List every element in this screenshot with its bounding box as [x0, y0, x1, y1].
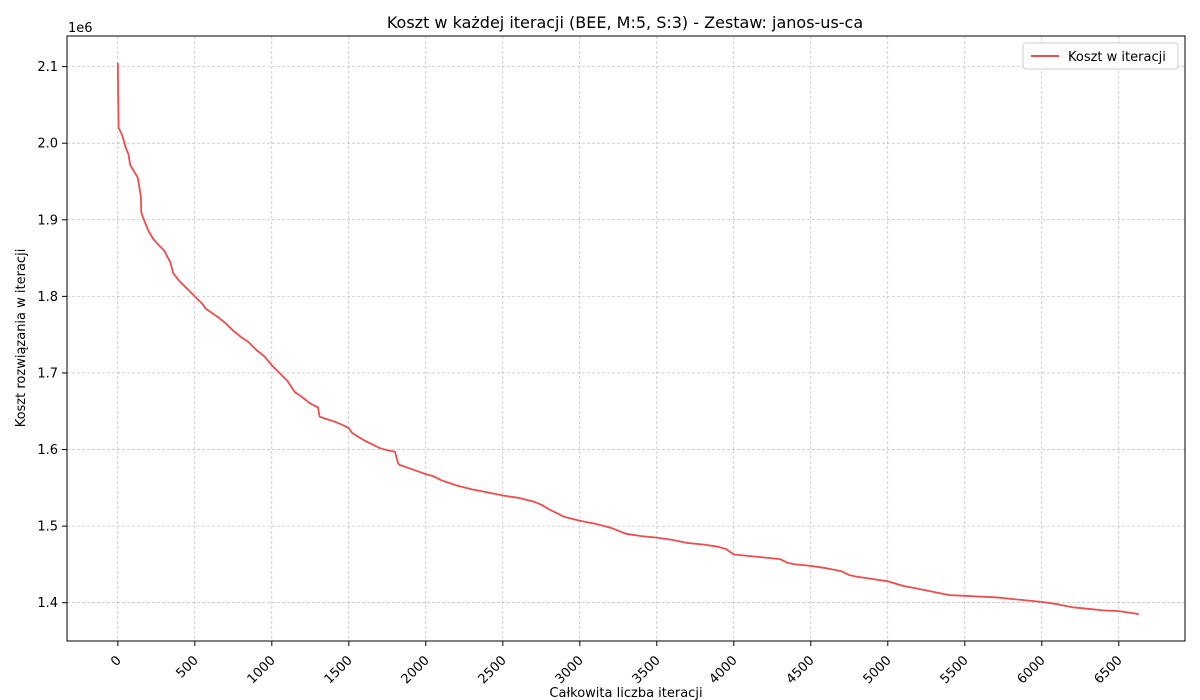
y-tick-label: 1.4 [37, 596, 58, 611]
y-tick-label: 2.1 [37, 60, 58, 75]
plot-frame [66, 35, 1186, 642]
y-axis: 1.4 1.5 1.6 1.7 1.8 1.9 2.0 2.1 [37, 60, 67, 611]
series-line-koszt-w-iteracji [116, 62, 1139, 616]
y-tick-label: 1.9 [37, 213, 58, 228]
y-tick-label: 1.7 [37, 366, 58, 381]
y-tick-label: 1.5 [37, 520, 58, 535]
y-tick-label: 1.8 [37, 290, 58, 305]
y-offset-label: 1e6 [68, 21, 93, 36]
legend-label: Koszt w iteracji [1068, 50, 1166, 65]
y-tick-label: 2.0 [37, 137, 58, 152]
legend-box [1022, 42, 1179, 70]
y-tick-label: 1.6 [37, 443, 58, 458]
grid-lines [67, 36, 1185, 641]
series-layer [116, 62, 1139, 616]
y-axis-label: Koszt rozwiązania w iteracji [14, 249, 29, 428]
legend: Koszt w iteracji [1022, 42, 1179, 70]
x-axis-label: Całkowita liczba iteracji [549, 686, 702, 700]
chart-title: Koszt w każdej iteracji (BEE, M:5, S:3) … [387, 13, 863, 32]
